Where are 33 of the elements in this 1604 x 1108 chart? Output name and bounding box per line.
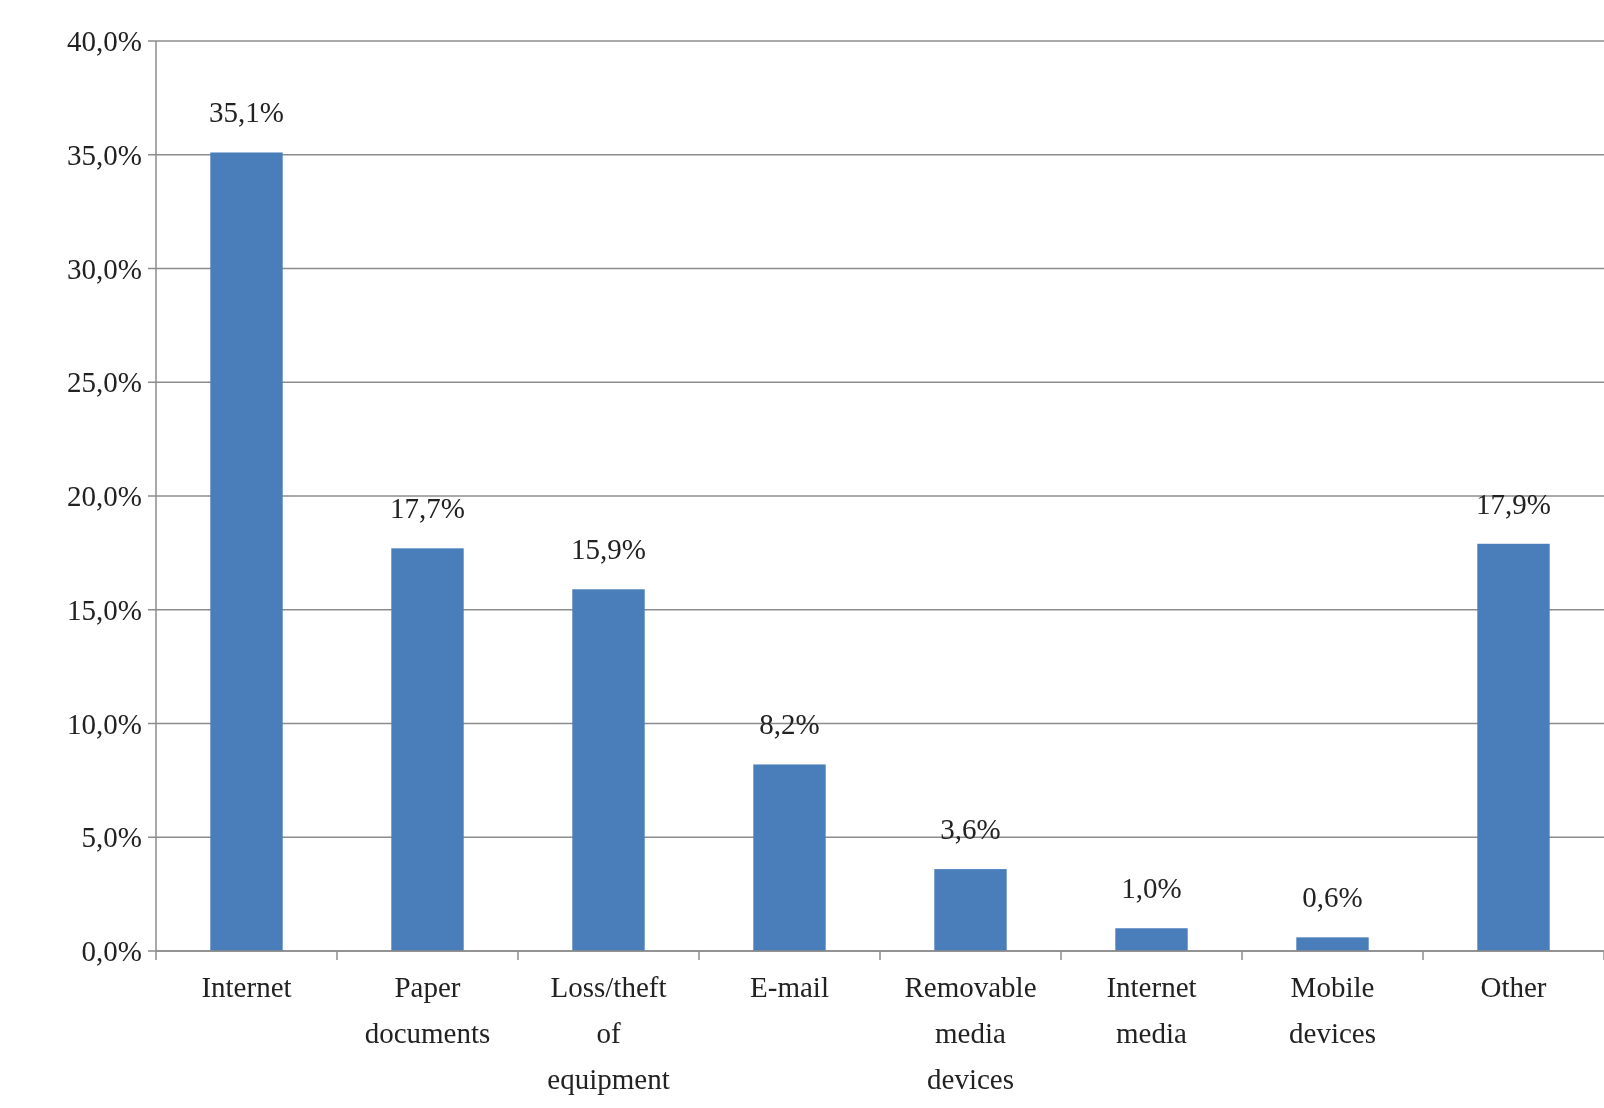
data-label: 17,9% bbox=[1476, 487, 1551, 520]
data-label: 17,7% bbox=[390, 492, 465, 525]
bar bbox=[210, 152, 283, 951]
data-label: 8,2% bbox=[759, 708, 820, 741]
y-tick-label: 25,0% bbox=[67, 366, 142, 399]
data-label: 3,6% bbox=[940, 813, 1001, 846]
x-tick-label: Mobile devices bbox=[1289, 971, 1376, 1049]
y-tick-label: 20,0% bbox=[67, 480, 142, 513]
x-tick-label: E-mail bbox=[750, 971, 829, 1003]
bar bbox=[1115, 928, 1188, 951]
bar bbox=[934, 869, 1007, 951]
data-label: 1,0% bbox=[1121, 872, 1182, 905]
x-tick-label: Paper documents bbox=[364, 971, 491, 1049]
y-tick-label: 10,0% bbox=[67, 707, 142, 740]
bar bbox=[1296, 937, 1369, 951]
x-tick-label: Internet bbox=[201, 971, 292, 1003]
x-tick-label: Other bbox=[1480, 971, 1547, 1003]
bar bbox=[753, 764, 826, 951]
data-label: 0,6% bbox=[1302, 881, 1363, 914]
y-tick-label: 40,0% bbox=[67, 25, 142, 58]
bar bbox=[1477, 543, 1550, 951]
y-tick-label: 0,0% bbox=[81, 935, 142, 968]
x-tick-label: Removable media devices bbox=[904, 971, 1037, 1095]
y-tick-label: 5,0% bbox=[81, 821, 142, 854]
y-tick-label: 15,0% bbox=[67, 593, 142, 626]
y-tick-label: 35,0% bbox=[67, 138, 142, 171]
x-tick-label: Loss/theft of equipment bbox=[547, 971, 670, 1095]
bar bbox=[572, 589, 645, 951]
x-tick-label: Internet media bbox=[1106, 971, 1197, 1049]
y-tick-label: 30,0% bbox=[67, 252, 142, 285]
bar bbox=[391, 548, 464, 951]
data-label: 15,9% bbox=[571, 533, 646, 566]
data-label: 35,1% bbox=[209, 96, 284, 129]
